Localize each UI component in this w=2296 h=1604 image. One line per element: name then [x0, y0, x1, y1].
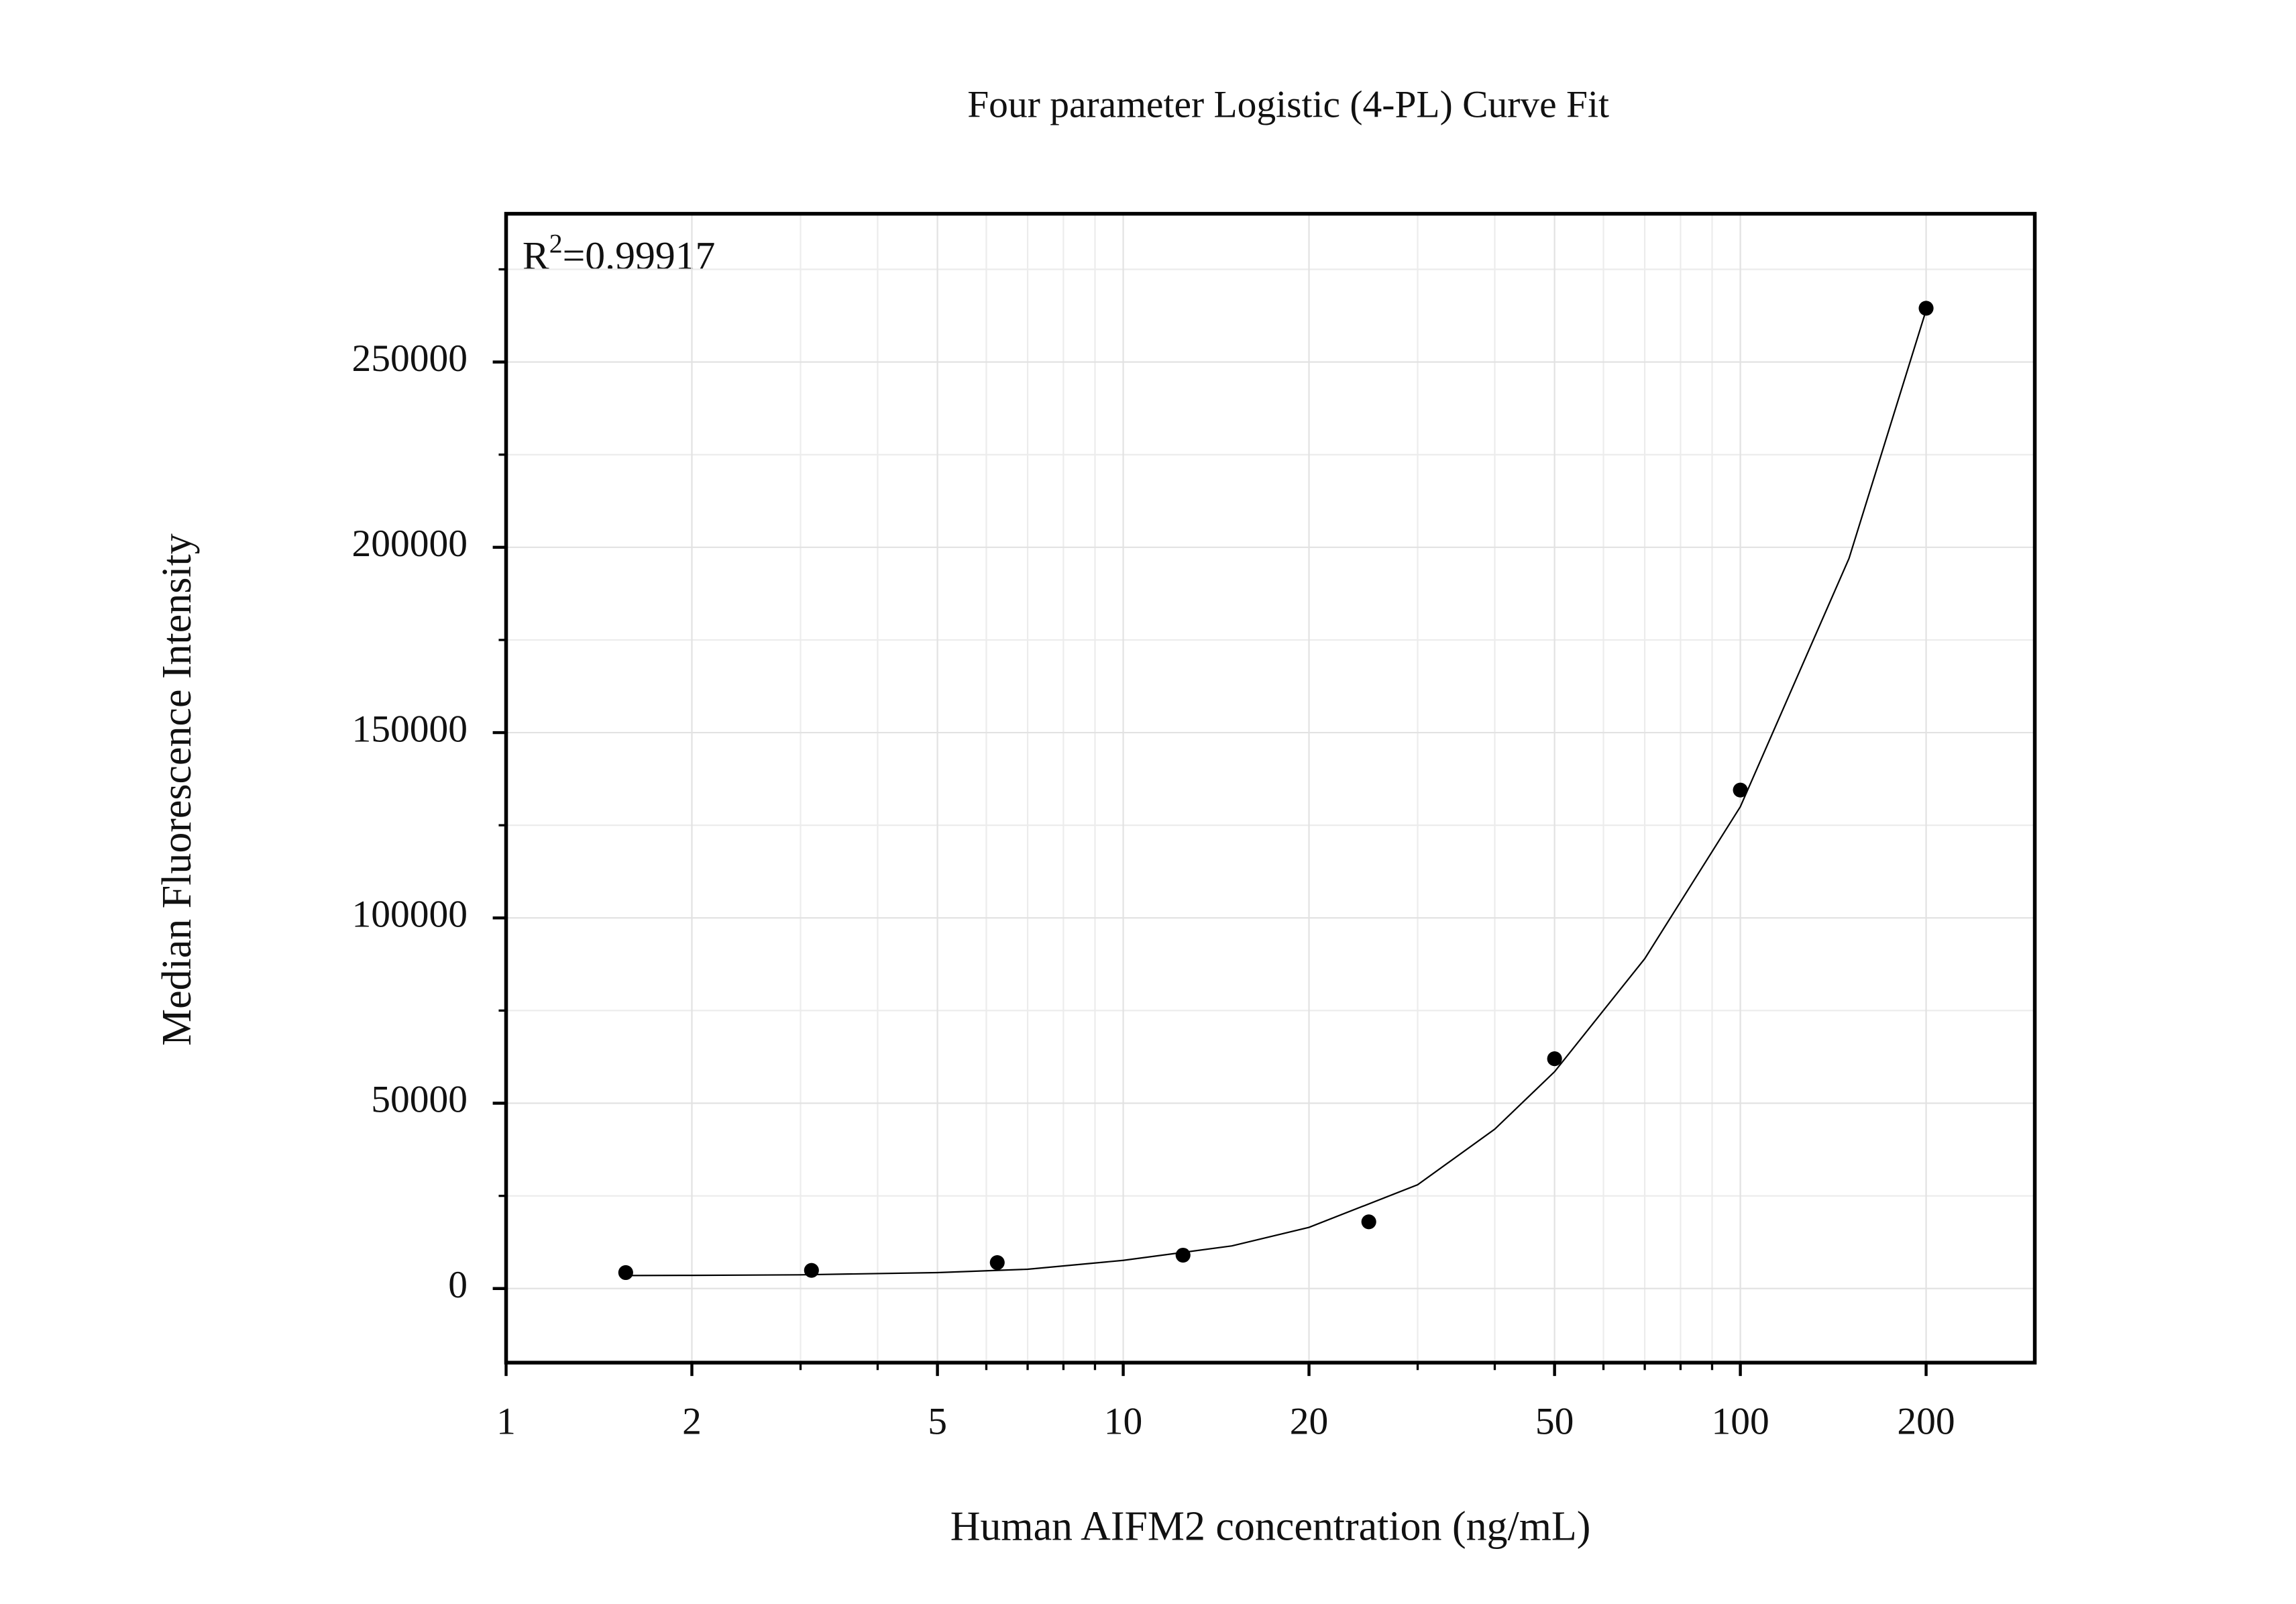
- data-point: [1547, 1051, 1562, 1067]
- grid: [505, 213, 2035, 1363]
- y-tick-label: 50000: [371, 1079, 468, 1121]
- y-tick-label: 150000: [351, 708, 468, 750]
- y-tick-label: 100000: [351, 893, 468, 935]
- x-tick-label: 200: [1897, 1400, 1955, 1442]
- x-tick-label: 100: [1711, 1400, 1769, 1442]
- x-tick-label: 2: [682, 1400, 702, 1442]
- x-axis-title: Human AIFM2 concentration (ng/mL): [950, 1503, 1591, 1549]
- r-base: R: [523, 233, 549, 278]
- data-point: [989, 1254, 1005, 1271]
- r-superscript: 2: [549, 229, 563, 258]
- data-point: [1733, 782, 1748, 798]
- x-tick-label: 1: [496, 1400, 516, 1442]
- data-point: [1175, 1247, 1191, 1263]
- y-tick-label: 200000: [351, 523, 468, 565]
- data-point: [618, 1265, 633, 1281]
- x-tick-label: 5: [928, 1400, 947, 1442]
- r-squared: R2=0.99917: [523, 229, 716, 277]
- chart-title: Four parameter Logistic (4-PL) Curve Fit: [967, 84, 1609, 126]
- data-point: [1918, 301, 1934, 316]
- y-axis-title: Median Fluorescence Intensity: [154, 533, 200, 1046]
- data-point: [1361, 1214, 1376, 1230]
- x-tick-label: 10: [1104, 1400, 1143, 1442]
- fit-curve: [625, 309, 1927, 1277]
- x-tick-label: 50: [1535, 1400, 1574, 1442]
- data-point: [804, 1263, 819, 1278]
- plot-frame: [504, 211, 2037, 1365]
- y-tick-label: 0: [448, 1264, 468, 1306]
- y-tick-label: 250000: [351, 337, 468, 380]
- r-rest: =0.99917: [563, 233, 716, 278]
- x-tick-label: 20: [1290, 1400, 1329, 1442]
